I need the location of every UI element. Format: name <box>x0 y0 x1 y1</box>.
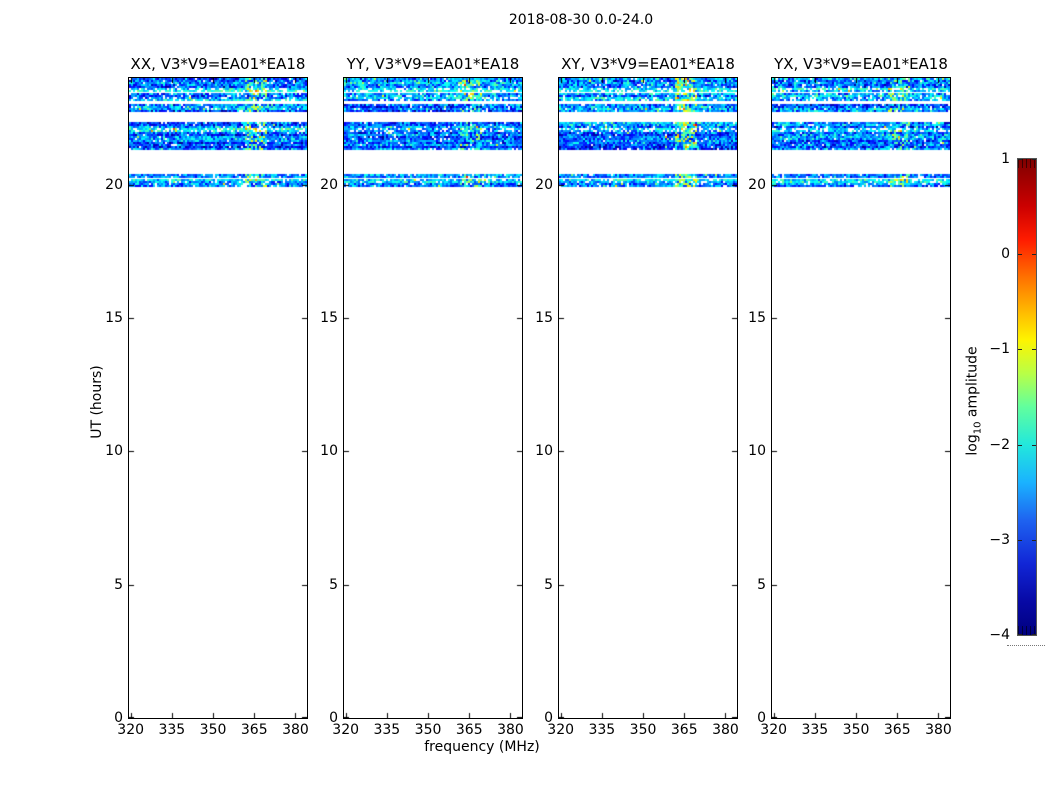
spectrogram-panel-yy: YY, V3*V9=EA01*EA18 0 5 10 15 20 320 335 350 365… <box>343 77 523 719</box>
colorbar-label: log10 amplitude <box>965 346 984 455</box>
panel-title: YY, V3*V9=EA01*EA18 <box>347 55 520 73</box>
x-tick-label: 350 <box>410 722 446 738</box>
x-tick-label: 350 <box>838 722 874 738</box>
panel-title: XY, V3*V9=EA01*EA18 <box>561 55 735 73</box>
x-tick-label: 335 <box>369 722 405 738</box>
colorbar-tick-mark <box>1032 254 1036 255</box>
figure: 2018-08-30 0.0-24.0 XX, V3*V9=EA01*EA18 … <box>0 0 1050 800</box>
x-tick-label: 335 <box>797 722 833 738</box>
panel-title: XX, V3*V9=EA01*EA18 <box>131 55 306 73</box>
y-tick-label: 15 <box>87 311 123 326</box>
colorbar-tick-mark <box>1032 349 1036 350</box>
colorbar-tick-mark <box>1018 349 1022 350</box>
x-tick-label: 365 <box>236 722 272 738</box>
y-tick-label: 20 <box>302 178 338 193</box>
heatmap-canvas-yy <box>344 78 522 718</box>
colorbar-label-sub: 10 <box>972 422 983 435</box>
panel-title: YX, V3*V9=EA01*EA18 <box>774 55 948 73</box>
colorbar-extend-dots <box>1007 645 1045 646</box>
x-tick-label: 320 <box>113 722 149 738</box>
colorbar-tick-mark <box>1032 445 1036 446</box>
colorbar-tick-mark <box>1018 634 1022 635</box>
colorbar-tick-mark <box>1032 540 1036 541</box>
colorbar-tick-mark <box>1018 445 1022 446</box>
y-tick-label: 5 <box>730 578 766 593</box>
spectrogram-panel-yx: YX, V3*V9=EA01*EA18 0 5 10 15 20 320 335 350 365… <box>771 77 951 719</box>
x-tick-label: 350 <box>625 722 661 738</box>
spectrogram-panel-xy: XY, V3*V9=EA01*EA18 0 5 10 15 20 320 335 350 365… <box>558 77 738 719</box>
y-tick-label: 10 <box>87 444 123 459</box>
heatmap-canvas-yx <box>772 78 950 718</box>
y-tick-label: 5 <box>302 578 338 593</box>
colorbar-tick-mark <box>1018 254 1022 255</box>
y-tick-label: 10 <box>517 444 553 459</box>
heatmap-canvas-xy <box>559 78 737 718</box>
colorbar-tick-label: 0 <box>966 247 1010 262</box>
colorbar: 1 0 −1 −2 −3 −4 <box>1017 158 1037 636</box>
x-tick-label: 320 <box>543 722 579 738</box>
y-tick-label: 20 <box>730 178 766 193</box>
colorbar-tick-mark <box>1018 540 1022 541</box>
colorbar-tick-mark <box>1018 159 1022 160</box>
colorbar-tick-mark <box>1032 159 1036 160</box>
x-tick-label: 380 <box>920 722 956 738</box>
colorbar-gradient <box>1018 159 1036 635</box>
y-tick-label: 20 <box>87 178 123 193</box>
y-tick-label: 5 <box>517 578 553 593</box>
y-tick-label: 5 <box>87 578 123 593</box>
colorbar-label-pre: log <box>965 434 981 455</box>
figure-title: 2018-08-30 0.0-24.0 <box>509 12 653 28</box>
x-tick-label: 320 <box>328 722 364 738</box>
x-tick-label: 350 <box>195 722 231 738</box>
colorbar-tick-mark <box>1032 634 1036 635</box>
colorbar-tick-label: −4 <box>966 628 1010 643</box>
y-tick-label: 10 <box>302 444 338 459</box>
y-tick-label: 15 <box>730 311 766 326</box>
x-tick-label: 320 <box>756 722 792 738</box>
y-tick-label: 15 <box>517 311 553 326</box>
heatmap-canvas-xx <box>129 78 307 718</box>
spectrogram-panel-xx: XX, V3*V9=EA01*EA18 0 5 10 15 20 320 335 350 365… <box>128 77 308 719</box>
x-tick-label: 365 <box>451 722 487 738</box>
x-tick-label: 365 <box>879 722 915 738</box>
colorbar-tick-label: 1 <box>966 152 1010 167</box>
x-axis-label: frequency (MHz) <box>424 739 540 755</box>
x-tick-label: 335 <box>154 722 190 738</box>
y-tick-label: 10 <box>730 444 766 459</box>
y-tick-label: 20 <box>517 178 553 193</box>
colorbar-over-hatch <box>1018 159 1036 168</box>
y-tick-label: 15 <box>302 311 338 326</box>
x-tick-label: 365 <box>666 722 702 738</box>
x-tick-label: 335 <box>584 722 620 738</box>
y-axis-label: UT (hours) <box>89 365 105 439</box>
colorbar-label-post: amplitude <box>965 346 981 421</box>
colorbar-tick-label: −3 <box>966 533 1010 548</box>
